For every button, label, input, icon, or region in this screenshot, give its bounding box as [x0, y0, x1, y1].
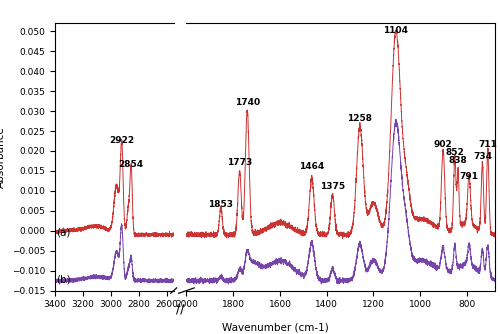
Text: 791: 791	[460, 172, 478, 181]
Text: 1104: 1104	[384, 26, 408, 35]
Text: 2922: 2922	[109, 136, 134, 145]
Text: 734: 734	[473, 152, 492, 161]
Text: 2854: 2854	[118, 160, 144, 169]
Text: 711: 711	[478, 140, 497, 149]
Text: //: //	[176, 303, 184, 315]
Y-axis label: Absorbance: Absorbance	[0, 126, 6, 188]
Text: 1853: 1853	[208, 200, 234, 209]
Text: 1375: 1375	[320, 182, 345, 191]
Text: 852: 852	[446, 148, 464, 157]
Text: Wavenumber (cm-1): Wavenumber (cm-1)	[222, 322, 328, 332]
Text: 1464: 1464	[299, 162, 324, 171]
Text: 902: 902	[434, 140, 452, 149]
Text: (b): (b)	[56, 275, 70, 285]
Text: 838: 838	[448, 156, 468, 165]
Text: 1773: 1773	[227, 158, 252, 167]
Text: 1258: 1258	[348, 114, 372, 123]
Text: 1740: 1740	[234, 98, 260, 107]
Text: (a): (a)	[56, 228, 70, 238]
